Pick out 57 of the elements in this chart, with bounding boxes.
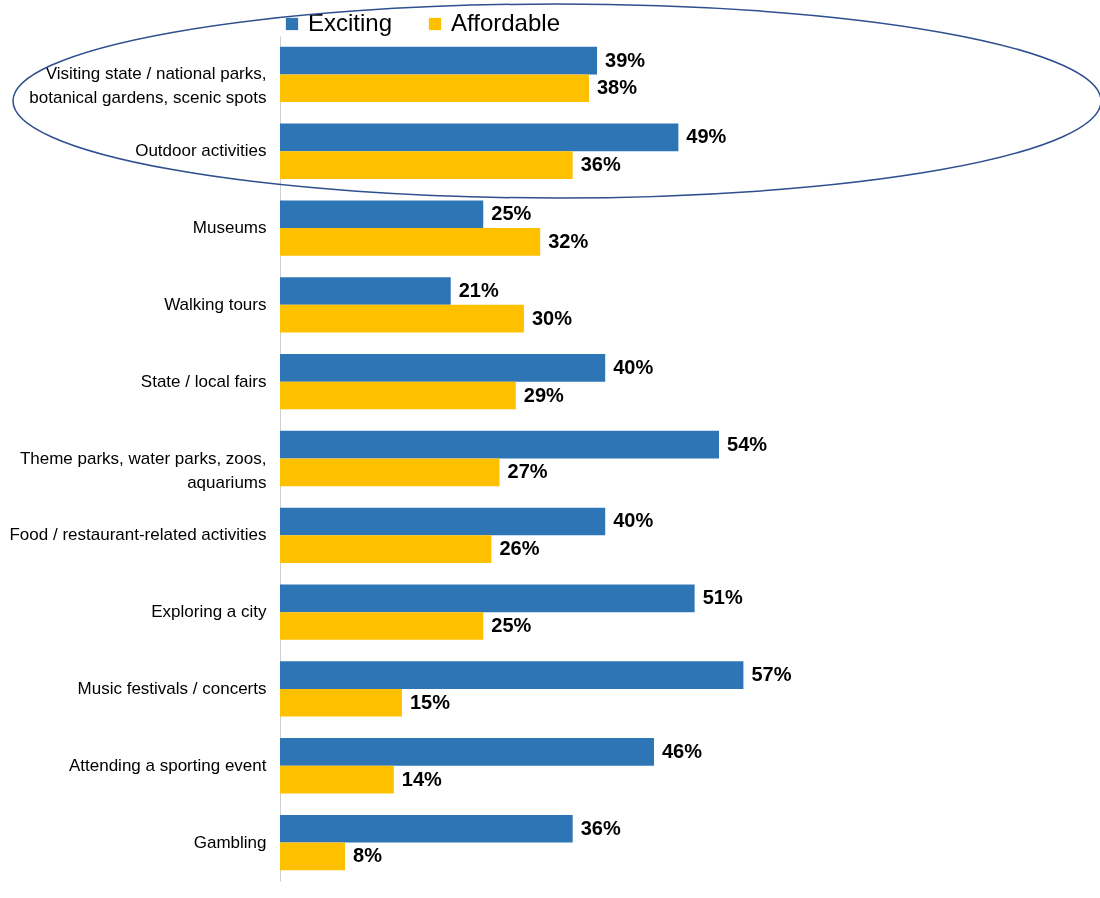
data-label: 27% <box>507 460 548 483</box>
bar <box>280 304 524 333</box>
data-label: 40% <box>613 355 654 378</box>
y-tick-label: Attending a sporting event <box>68 755 267 775</box>
y-tick-label: Theme parks, water parks, zoos, aquariums <box>19 448 267 492</box>
bar <box>280 46 598 75</box>
bar <box>280 765 394 794</box>
data-label: 38% <box>596 76 638 99</box>
data-label: 25% <box>491 202 532 225</box>
data-label: 46% <box>661 739 703 762</box>
data-label: 36% <box>580 153 621 176</box>
y-tick-label: Outdoor activities <box>135 141 267 161</box>
data-label: 54% <box>727 432 768 455</box>
bar <box>280 74 589 103</box>
data-label: 25% <box>491 613 532 636</box>
y-tick-label: Music festivals / concerts <box>77 678 267 698</box>
legend-label: Affordable <box>451 9 560 36</box>
bar <box>280 688 402 717</box>
bar <box>280 584 695 613</box>
data-label: 15% <box>409 690 451 713</box>
bar <box>280 535 492 563</box>
data-label: 14% <box>401 767 443 790</box>
data-label: 26% <box>499 537 540 560</box>
bar <box>280 381 516 410</box>
bar <box>280 151 573 179</box>
bar <box>280 738 654 766</box>
legend-label: Exciting <box>308 9 393 36</box>
bar <box>280 507 606 536</box>
bar <box>280 200 484 229</box>
y-tick-label: Gambling <box>193 832 267 852</box>
bar <box>280 277 451 305</box>
bar <box>280 430 720 459</box>
data-label: 40% <box>613 509 654 532</box>
data-label: 57% <box>751 663 792 686</box>
bar <box>280 612 484 640</box>
bar <box>280 661 744 689</box>
y-tick-label: State / local fairs <box>140 371 267 391</box>
data-label: 39% <box>605 48 646 71</box>
bar <box>280 228 541 256</box>
data-label: 29% <box>523 383 565 406</box>
data-label: 51% <box>702 586 743 609</box>
bar <box>280 814 573 843</box>
y-tick-label: Visiting state / national parks, botanical gardens, scenic spots <box>29 64 267 108</box>
bar <box>280 842 346 871</box>
y-tick-label: Museums <box>192 218 267 238</box>
data-label: 21% <box>458 279 499 302</box>
data-label: 30% <box>531 306 573 329</box>
y-tick-label: Walking tours <box>164 294 267 314</box>
bar <box>280 458 500 487</box>
y-tick-label: Exploring a city <box>151 602 267 622</box>
data-label: 49% <box>686 125 727 148</box>
y-tick-label: Food / restaurant-related activities <box>9 525 267 545</box>
data-label: 36% <box>580 816 621 839</box>
data-label: 32% <box>548 229 589 252</box>
bar <box>280 354 606 382</box>
data-label: 8% <box>353 844 383 867</box>
bar <box>280 123 679 152</box>
